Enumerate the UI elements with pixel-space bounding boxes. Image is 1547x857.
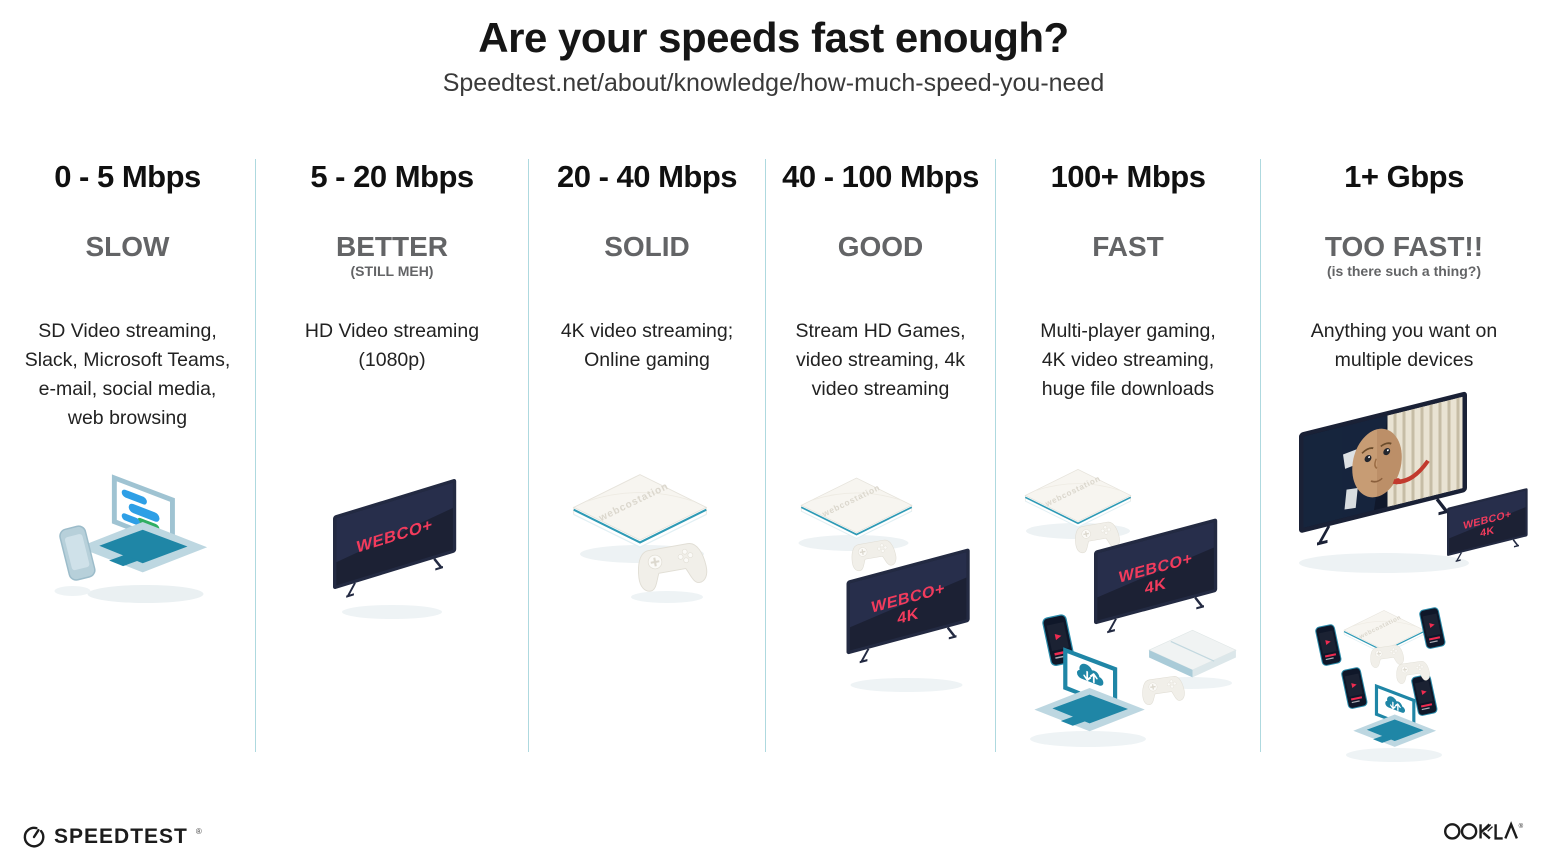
smartphone-video-icon <box>1314 623 1343 667</box>
speed-tier-columns: 0 - 5 Mbps SLOW SD Video streaming, Slac… <box>0 159 1547 762</box>
everything-illustration <box>1279 383 1529 773</box>
speed-column-1-plus-gbps: 1+ Gbps TOO FAST!! (is there such a thin… <box>1260 159 1547 762</box>
ookla-logo: OOKLA ® <box>1443 819 1527 847</box>
speed-rating: SLOW <box>85 231 170 262</box>
smartphone-icon <box>57 523 97 583</box>
speedtest-trademark: ® <box>195 826 202 836</box>
speed-range: 0 - 5 Mbps <box>54 159 201 194</box>
speed-rating: FAST <box>1092 231 1164 262</box>
smartphone-video-icon <box>1418 606 1447 650</box>
console-and-4k-tv-illustration <box>788 463 973 703</box>
multi-device-illustration <box>1018 461 1238 796</box>
header: Are your speeds fast enough? Speedtest.n… <box>0 14 1547 98</box>
speed-rating: BETTER <box>336 231 448 262</box>
speed-description: SD Video streaming, Slack, Microsoft Tea… <box>24 320 231 429</box>
page-title: Are your speeds fast enough? <box>478 14 1069 61</box>
svg-text:®: ® <box>1519 823 1524 830</box>
speed-column-100-plus-mbps: 100+ Mbps FAST Multi-player gaming, 4K v… <box>995 159 1260 752</box>
speed-rating-note: (is there such a thing?) <box>1326 263 1481 279</box>
game-console-icon <box>799 477 913 540</box>
tv-icon <box>331 477 458 602</box>
speed-range: 5 - 20 Mbps <box>310 159 474 194</box>
speed-description: Multi-player gaming, 4K video streaming,… <box>1040 320 1216 400</box>
speed-description: 4K video streaming; Online gaming <box>560 320 734 371</box>
speed-rating: TOO FAST!! <box>1324 231 1484 262</box>
speedtest-wordmark: SPEEDTEST <box>54 825 188 848</box>
speed-range: 1+ Gbps <box>1344 159 1464 194</box>
speed-column-0-5-mbps: 0 - 5 Mbps SLOW SD Video streaming, Slac… <box>0 159 255 752</box>
speed-range: 40 - 100 Mbps <box>782 159 979 194</box>
speed-column-40-100-mbps: 40 - 100 Mbps GOOD Stream HD Games, vide… <box>765 159 995 752</box>
laptop-chat-icon <box>77 474 207 573</box>
speed-description: Stream HD Games, video streaming, 4k vid… <box>795 320 966 400</box>
speed-rating: GOOD <box>837 231 924 262</box>
game-console-icon <box>572 473 708 549</box>
tv-4k-icon <box>844 546 971 667</box>
speed-description: Anything you want on multiple devices <box>1310 320 1498 371</box>
game-console-icon <box>1024 468 1132 528</box>
smartphone-video-icon <box>1340 666 1369 710</box>
speed-rating-note: (STILL MEH) <box>350 263 434 279</box>
speedtest-gauge-icon <box>23 826 45 848</box>
speed-rating: SOLID <box>604 231 690 262</box>
movie-tv-icon <box>1299 391 1467 548</box>
game-console-illustration <box>572 459 722 619</box>
speed-column-20-40-mbps: 20 - 40 Mbps SOLID 4K video streaming; O… <box>528 159 765 752</box>
speed-column-5-20-mbps: 5 - 20 Mbps BETTER (STILL MEH) HD Video … <box>255 159 528 752</box>
speed-range: 20 - 40 Mbps <box>556 159 738 194</box>
laptop-and-phone-illustration <box>40 459 215 614</box>
tv-4k-icon <box>1446 487 1529 565</box>
game-controller-icon <box>1139 674 1187 707</box>
speed-range: 100+ Mbps <box>1050 159 1206 194</box>
hd-tv-illustration <box>327 474 458 629</box>
page-subtitle: Speedtest.net/about/knowledge/how-much-s… <box>442 69 1105 97</box>
speed-description: HD Video streaming (1080p) <box>304 320 480 371</box>
ookla-wordmark-icon: ® <box>1443 821 1524 840</box>
flat-console-icon <box>1148 629 1237 678</box>
speedtest-logo: SPEEDTEST ® <box>22 825 202 849</box>
